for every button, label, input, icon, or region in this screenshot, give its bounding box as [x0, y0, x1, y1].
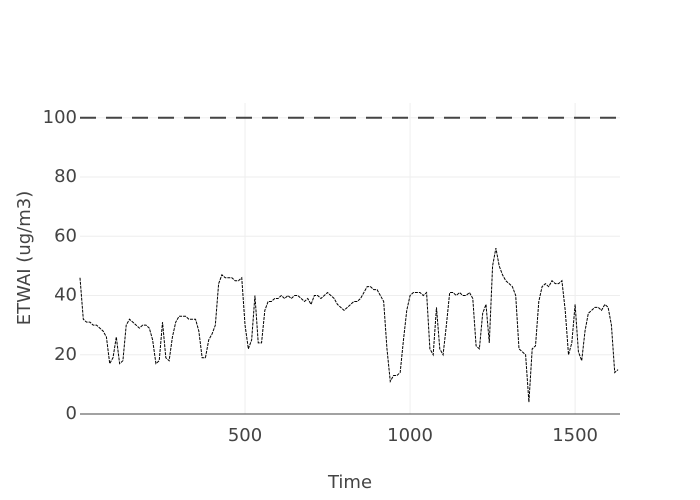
y-tick-label: 20 [54, 344, 77, 365]
x-tick-label: 1500 [552, 425, 598, 446]
y-axis-title: ETWAI (ug/m3) [14, 191, 35, 325]
y-tick-label: 60 [54, 225, 77, 246]
y-tick-label: 0 [66, 403, 77, 424]
x-tick-label: 500 [228, 425, 262, 446]
y-tick-label: 100 [43, 107, 77, 128]
y-tick-label: 40 [54, 285, 77, 306]
x-axis-title: Time [327, 472, 372, 493]
y-tick-label: 80 [54, 166, 77, 187]
data-line [79, 248, 619, 403]
x-tick-label: 1000 [387, 425, 433, 446]
